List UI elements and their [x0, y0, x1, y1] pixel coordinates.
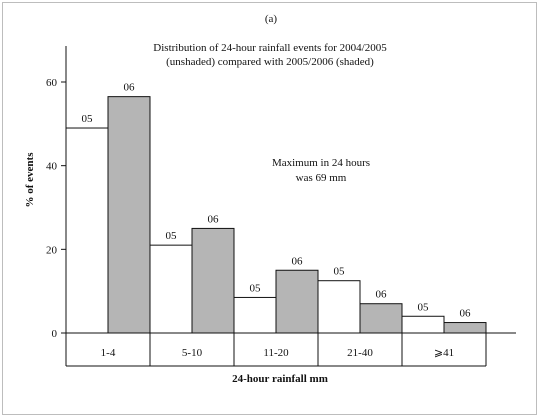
bar-unshaded	[65, 127, 109, 334]
annotation-line-1: Maximum in 24 hours	[272, 157, 370, 169]
bar-series-label: 05	[166, 230, 178, 242]
bar-shaded	[107, 96, 151, 334]
annotation-line-2: was 69 mm	[296, 172, 347, 184]
x-tick-label: 1-4	[101, 347, 116, 359]
bar-unshaded	[401, 315, 445, 334]
bar-series-label: 05	[250, 282, 262, 294]
y-axis-label: % of events	[24, 152, 36, 208]
bar-series-label: 06	[460, 308, 472, 320]
y-tick-label: 20	[46, 244, 58, 256]
bar-unshaded	[233, 296, 277, 334]
y-tick-label: 0	[52, 328, 58, 340]
bar-unshaded	[149, 244, 193, 334]
bar-shaded	[275, 269, 319, 334]
x-tick-label: 5-10	[182, 347, 203, 359]
y-tick-label: 40	[46, 161, 58, 173]
bar-series-label: 05	[418, 301, 430, 313]
bar-shaded	[359, 303, 403, 334]
bar-series-label: 06	[292, 255, 304, 267]
bar-series-label: 06	[208, 213, 220, 225]
plot-area: 0 20 40 60 1-4 5-10 11-20 21-40 ⩾41 05 05 05 05 05 06 0…	[46, 46, 516, 367]
x-tick-label: 11-20	[263, 347, 289, 359]
panel-label: (a)	[265, 13, 278, 25]
x-tick-label: ⩾41	[434, 347, 454, 359]
y-tick-label: 60	[46, 77, 58, 89]
chart-title-line-2: (unshaded) compared with 2005/2006 (shad…	[166, 56, 374, 68]
bar-shaded	[191, 227, 235, 334]
bar-series-label: 06	[376, 289, 388, 301]
bar-unshaded	[317, 280, 361, 334]
chart-title-line-1: Distribution of 24-hour rainfall events …	[153, 42, 387, 54]
bar-shaded	[443, 322, 487, 334]
x-axis-label: 24-hour rainfall mm	[232, 373, 328, 385]
bar-series-label: 05	[82, 113, 94, 125]
bar-series-label: 05	[334, 266, 346, 278]
bar-series-label: 06	[124, 82, 136, 94]
x-tick-label: 21-40	[347, 347, 373, 359]
